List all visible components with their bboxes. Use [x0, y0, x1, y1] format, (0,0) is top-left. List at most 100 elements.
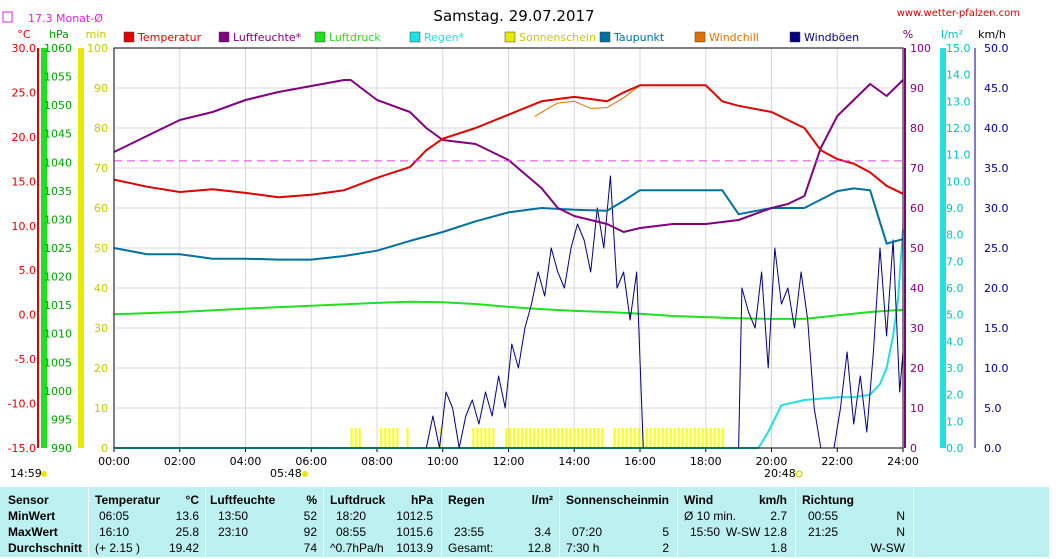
temperature-tick-label: 30.0: [12, 42, 37, 55]
unit-kmh: km/h: [978, 28, 1006, 41]
humidity-tick-label: 40: [910, 282, 924, 295]
wind-tick-label: 5.0: [984, 402, 1002, 415]
sunshine-bar: [677, 428, 680, 448]
sunshine-bar: [505, 428, 508, 448]
legend-swatch: [123, 31, 135, 43]
direction-min-time: 00:55: [808, 509, 839, 523]
month-average-icon: [2, 11, 13, 23]
legend-label: Regen*: [424, 31, 465, 44]
temperature-tick-label: 10.0: [12, 220, 37, 233]
sunset-icon: [795, 470, 803, 478]
rain-max-value: 3.4: [534, 525, 551, 539]
rain-tick-label: 1.0: [946, 415, 964, 428]
temperature-min-time: 06:05: [99, 509, 130, 523]
sunshine-axis-strip: [78, 48, 84, 448]
wind-tick-label: 30.0: [984, 202, 1009, 215]
pressure-trend: ^0.7hPa/h: [330, 541, 384, 555]
pressure-max-time: 08:55: [336, 525, 367, 539]
sunshine-bar: [693, 428, 696, 448]
sunshine-bar: [354, 428, 357, 448]
wind-max-time: 15:50: [690, 525, 721, 539]
temperature-tick-label: 15.0: [12, 175, 37, 188]
wind-avg10-label: Ø 10 min.: [684, 509, 737, 523]
sunshine-bar: [529, 428, 532, 448]
x-tick-label: 08:00: [361, 455, 393, 468]
sunshine-bar: [509, 428, 512, 448]
temperature-avg-value: 19.42: [168, 541, 199, 555]
wind-tick-label: 35.0: [984, 162, 1009, 175]
sunshine-tick-label: 40: [94, 282, 108, 295]
pressure-max-value: 1015.6: [396, 525, 433, 539]
wind-tick-label: 50.0: [984, 42, 1009, 55]
website-link[interactable]: www.wetter-pfalzen.com: [897, 8, 1020, 19]
pressure-tick-label: 1050: [44, 99, 72, 112]
sunshine-bar: [488, 428, 491, 448]
sunshine-tick-label: 0: [101, 442, 108, 455]
sunshine-avg-value: 2: [662, 541, 669, 555]
humidity-tick-label: 30: [910, 322, 924, 335]
sunrise-label: 05:48: [270, 467, 302, 480]
sunshine-tick-label: 50: [94, 242, 108, 255]
series-luftfeuchte: [113, 79, 904, 233]
sunshine-bar: [581, 428, 584, 448]
sunshine-total: 7:30 h: [566, 541, 600, 555]
wind-max-value: W-SW 12.8: [725, 525, 787, 539]
wind-tick-label: 0.0: [984, 442, 1002, 455]
temperature-unit: °C: [185, 493, 199, 507]
sunshine-bar: [396, 428, 399, 448]
wind-tick-label: 15.0: [984, 322, 1009, 335]
sunshine-bar: [645, 428, 648, 448]
sunshine-max-value: 5: [662, 525, 669, 539]
pressure-tick-label: 1000: [44, 385, 72, 398]
wind-header: Wind: [684, 493, 714, 507]
temperature-min-value: 13.6: [175, 509, 199, 523]
temperature-header: Temperatur: [95, 493, 161, 507]
direction-max-time: 21:25: [808, 525, 839, 539]
direction-avg-value: W-SW: [870, 541, 905, 555]
rain-tick-label: 0.0: [946, 442, 964, 455]
temperature-tick-label: -10.0: [8, 398, 36, 411]
temperature-tick-label: 0.0: [19, 309, 37, 322]
temperature-max-time: 16:10: [99, 525, 130, 539]
wind-tick-label: 45.0: [984, 82, 1009, 95]
legend-label: Luftdruck: [329, 31, 381, 44]
sunshine-bar: [392, 428, 395, 448]
humidity-tick-label: 100: [910, 42, 931, 55]
sunshine-bar: [665, 428, 668, 448]
sunshine-bar: [577, 428, 580, 448]
pressure-tick-label: 995: [51, 413, 72, 426]
legend-label: Windböen: [804, 31, 859, 44]
pressure-tick-label: 1060: [44, 42, 72, 55]
rain-header: Regen: [448, 493, 485, 507]
sunshine-bar: [657, 428, 660, 448]
wind-avg10-value: 2.7: [770, 509, 787, 523]
sunshine-bar: [553, 428, 556, 448]
rain-tick-label: 11.0: [946, 149, 971, 162]
sunshine-bar: [621, 428, 624, 448]
stats-section-rain: Regen l/m² 23:55 3.4 Gesamt: 12.8: [442, 487, 560, 557]
sunshine-bar: [589, 428, 592, 448]
sunshine-bar: [713, 428, 716, 448]
direction-header: Richtung: [802, 493, 854, 507]
sunshine-bar: [565, 428, 568, 448]
legend-label: Taupunkt: [613, 31, 665, 44]
x-tick-label: 16:00: [624, 455, 656, 468]
sunshine-bar: [593, 428, 596, 448]
rain-tick-label: 15.0: [946, 42, 971, 55]
rain-tick-label: 12.0: [946, 122, 971, 135]
series-taupunkt: [113, 187, 904, 261]
legend-label: Windchill: [709, 31, 759, 44]
x-tick-label: 18:00: [690, 455, 722, 468]
pressure-header: Luftdruck: [330, 493, 386, 507]
sensor-header: Sensor: [8, 493, 49, 507]
sunshine-bar: [561, 428, 564, 448]
sunshine-bar: [585, 428, 588, 448]
legend-swatch: [314, 31, 326, 43]
rain-tick-label: 8.0: [946, 229, 964, 242]
rain-tick-label: 3.0: [946, 362, 964, 375]
legend-swatch: [694, 31, 706, 43]
rain-tick-label: 13.0: [946, 95, 971, 108]
sunshine-bar: [545, 428, 548, 448]
sunshine-bar: [472, 428, 475, 448]
temperature-tick-label: 20.0: [12, 131, 37, 144]
